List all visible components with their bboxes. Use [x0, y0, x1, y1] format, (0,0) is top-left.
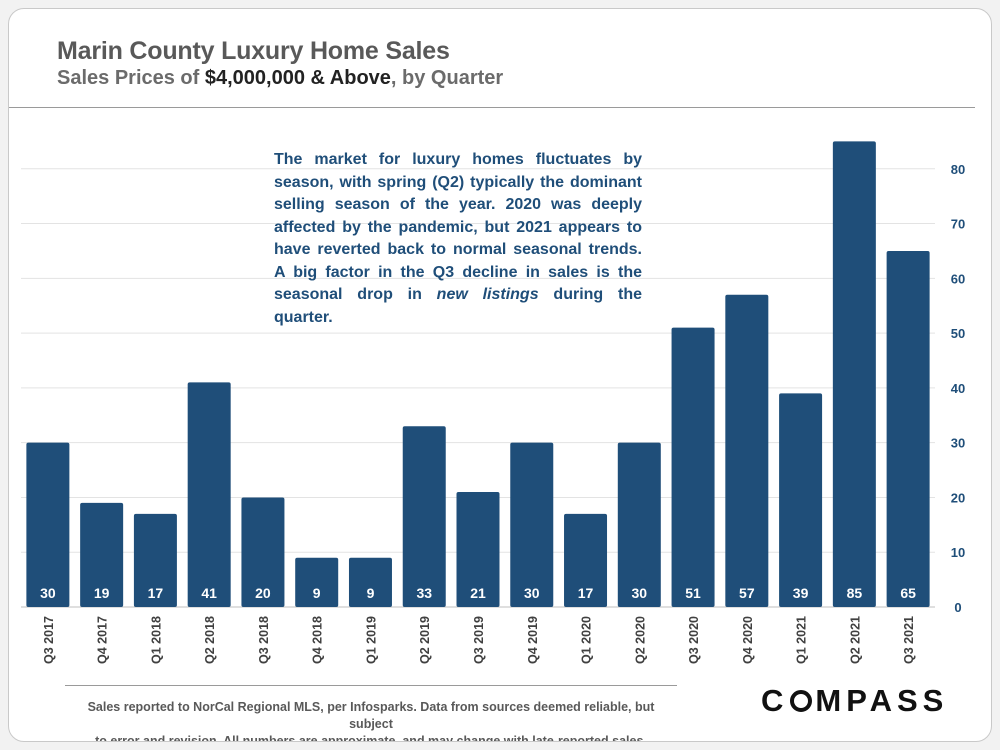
bar: [26, 442, 70, 607]
source-note-line1: Sales reported to NorCal Regional MLS, p…: [87, 700, 655, 731]
x-tick-label: Q3 2017: [42, 616, 56, 664]
chart-title: Marin County Luxury Home Sales: [57, 37, 450, 65]
bar: [295, 557, 339, 607]
bar-data-label: 19: [94, 585, 110, 601]
y-tick-label: 10: [951, 545, 965, 560]
x-tick-label: Q1 2021: [795, 616, 809, 664]
y-tick-label: 50: [951, 326, 965, 341]
bar-chart: 0 10 20 30 40 50 60 70 80 30 Q3 2017 19 Q4 2017 17 Q1 …: [21, 141, 965, 664]
x-tick-label: Q1 2020: [580, 616, 594, 664]
bar-data-label: 17: [148, 585, 164, 601]
logo-o-ring-icon: [790, 690, 813, 712]
bar: [402, 426, 446, 607]
x-tick-label: Q3 2020: [687, 616, 701, 664]
source-note-line2: to error and revision. All numbers are a…: [95, 734, 647, 742]
y-tick-label: 70: [951, 217, 965, 232]
bar-data-label: 20: [255, 585, 271, 601]
x-tick-label: Q3 2018: [257, 616, 271, 664]
annotation-italic: new listings: [436, 286, 539, 303]
bar-data-label: 30: [40, 585, 56, 601]
y-tick-label: 30: [951, 436, 965, 451]
subtitle-price: $4,000,000 & Above: [204, 67, 391, 89]
bar: [832, 141, 876, 607]
chart-subtitle: Sales Prices of $4,000,000 & Above, by Q…: [57, 67, 503, 90]
bar-data-label: 51: [685, 585, 701, 601]
logo-text-end: MPASS: [815, 683, 949, 718]
bar: [348, 557, 392, 607]
bar: [886, 250, 930, 607]
y-tick-label: 60: [951, 271, 965, 286]
x-tick-label: Q4 2018: [311, 616, 325, 664]
bar: [133, 513, 177, 607]
x-tick-label: Q2 2018: [203, 616, 217, 664]
x-tick-label: Q3 2021: [902, 616, 916, 664]
bar-data-label: 57: [739, 585, 755, 601]
logo-text-start: C: [761, 683, 789, 718]
bar-data-label: 33: [416, 585, 432, 601]
bar: [80, 502, 124, 607]
compass-logo: C MPASS: [761, 683, 948, 719]
source-note: Sales reported to NorCal Regional MLS, p…: [65, 699, 677, 742]
x-tick-label: Q4 2019: [526, 616, 540, 664]
title-divider: [9, 107, 975, 108]
y-tick-label: 0: [954, 600, 961, 615]
bar-data-label: 17: [578, 585, 594, 601]
y-tick-label: 80: [951, 162, 965, 177]
x-tick-label: Q1 2018: [149, 616, 163, 664]
bar: [187, 382, 231, 607]
bar-data-label: 39: [793, 585, 809, 601]
x-tick-label: Q4 2020: [741, 616, 755, 664]
bar-data-label: 30: [524, 585, 540, 601]
x-tick-label: Q2 2019: [418, 616, 432, 664]
annotation-part2: during the quarter.: [274, 286, 642, 326]
subtitle-suffix: , by Quarter: [390, 67, 504, 89]
bar: [510, 442, 554, 607]
bar: [456, 491, 500, 607]
bar: [241, 497, 285, 607]
y-tick-label: 20: [951, 490, 965, 505]
x-tick-label: Q2 2021: [848, 616, 862, 664]
y-tick-label: 40: [951, 381, 965, 396]
annotation-text: The market for luxury homes fluctuates b…: [274, 149, 642, 329]
chart-card: 0 10 20 30 40 50 60 70 80 30 Q3 2017 19 Q4 2017 17 Q1 …: [8, 8, 992, 742]
bar-data-label: 41: [201, 585, 217, 601]
footer-divider: [65, 685, 677, 686]
bar: [671, 327, 715, 607]
bar: [779, 393, 823, 607]
bar-data-label: 30: [632, 585, 648, 601]
bar-data-label: 9: [367, 585, 375, 601]
bar-data-label: 9: [313, 585, 321, 601]
annotation-part1: The market for luxury homes fluctuates b…: [274, 151, 642, 303]
x-tick-label: Q4 2017: [96, 616, 110, 664]
subtitle-prefix: Sales Prices of: [57, 67, 205, 89]
x-tick-label: Q2 2020: [633, 616, 647, 664]
bar: [725, 294, 769, 607]
x-tick-label: Q3 2019: [472, 616, 486, 664]
bar: [617, 442, 661, 607]
bar-data-label: 65: [900, 585, 916, 601]
x-tick-label: Q1 2019: [364, 616, 378, 664]
bar: [564, 513, 608, 607]
bar-data-label: 21: [470, 585, 486, 601]
bar-data-label: 85: [847, 585, 863, 601]
